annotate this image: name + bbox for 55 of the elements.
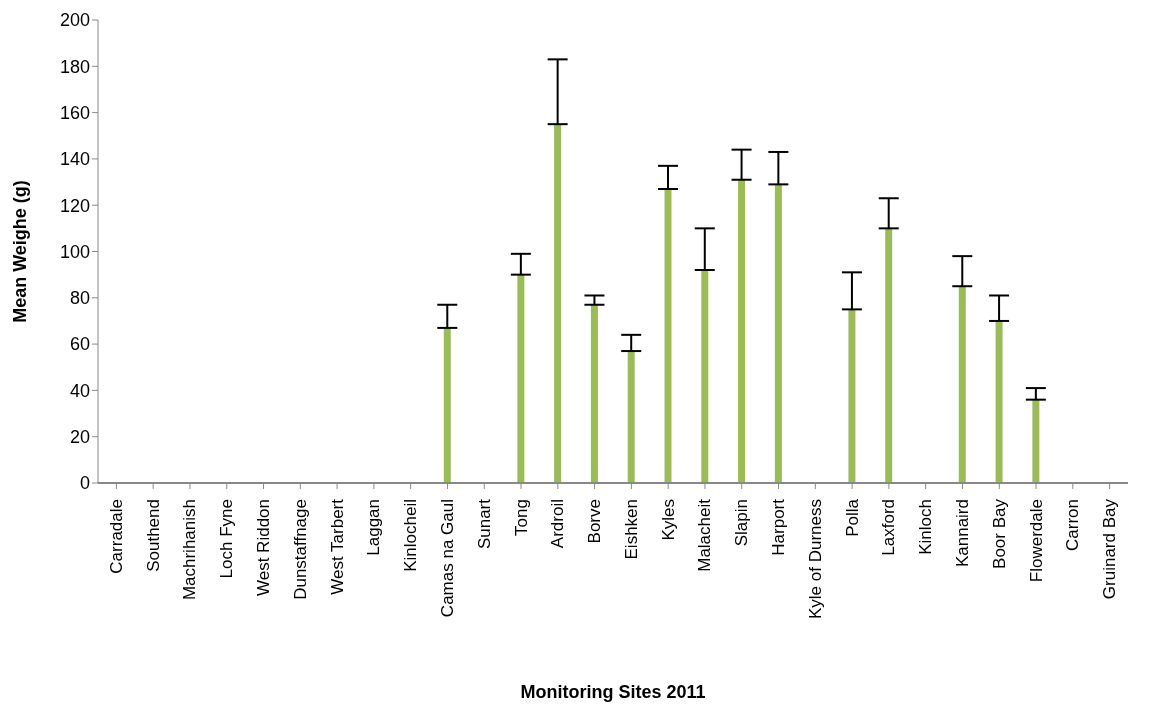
x-tick-label: Eishken: [621, 499, 641, 560]
bar: [848, 309, 856, 483]
y-axis-title: Mean Weighe (g): [10, 180, 31, 323]
x-tick-label: Kyle of Durness: [805, 499, 825, 619]
x-tick-label: Polla: [842, 498, 862, 537]
x-tick-label: Kyles: [658, 499, 678, 541]
bar: [664, 189, 672, 483]
bar: [627, 351, 635, 483]
x-tick-label: Carradale: [106, 499, 126, 574]
x-tick-label: Southend: [143, 499, 163, 572]
y-tick-label: 160: [59, 102, 90, 123]
bar: [1032, 399, 1040, 483]
y-tick-label: 120: [59, 195, 90, 216]
x-tick-label: Kannaird: [952, 499, 972, 568]
y-tick-label: 40: [69, 380, 90, 401]
x-tick-label: Tong: [511, 499, 531, 536]
y-tick-label: 60: [69, 334, 90, 355]
x-tick-label: Borve: [585, 499, 605, 544]
y-tick-label: 20: [69, 427, 90, 448]
y-tick-label: 100: [59, 241, 90, 262]
y-tick-label: 200: [59, 10, 90, 31]
x-tick-label: Carron: [1063, 499, 1083, 551]
x-axis-title: Monitoring Sites 2011: [520, 682, 706, 702]
bar: [738, 179, 746, 483]
x-tick-label: Laggan: [364, 499, 384, 556]
x-tick-label: Flowerdale: [1026, 499, 1046, 583]
x-tick-label: West Riddon: [254, 499, 274, 597]
x-tick-label: Laxford: [879, 499, 899, 556]
bar: [995, 320, 1003, 483]
x-tick-label: Loch Fyne: [217, 499, 237, 579]
x-tick-label: Gruinard Bay: [1100, 498, 1120, 600]
x-tick-label: Camas na Gaul: [437, 499, 457, 618]
x-tick-label: Sunart: [474, 498, 494, 550]
bar: [590, 304, 598, 483]
x-tick-label: West Tarbert: [327, 498, 347, 595]
x-tick-label: Ardroil: [548, 499, 568, 549]
bar: [517, 274, 525, 483]
y-tick-label: 180: [59, 56, 90, 77]
x-tick-label: Kinloch: [916, 499, 936, 555]
x-tick-label: Malacheit: [695, 498, 715, 572]
x-tick-label: Dunstaffnage: [290, 499, 310, 600]
bar: [958, 286, 966, 483]
x-tick-label: Machrihanish: [180, 499, 200, 601]
x-tick-label: Kinlocheil: [401, 499, 421, 572]
bar: [443, 327, 451, 483]
y-tick-label: 0: [79, 473, 90, 494]
bar: [774, 184, 782, 483]
bar: [701, 270, 709, 483]
x-tick-label: Boor Bay: [989, 498, 1009, 569]
x-tick-label: Harport: [769, 498, 789, 556]
y-tick-label: 80: [69, 288, 90, 309]
bar: [885, 228, 893, 483]
x-tick-label: Slapin: [732, 499, 752, 547]
bar: [554, 124, 562, 483]
y-tick-label: 140: [59, 149, 90, 170]
